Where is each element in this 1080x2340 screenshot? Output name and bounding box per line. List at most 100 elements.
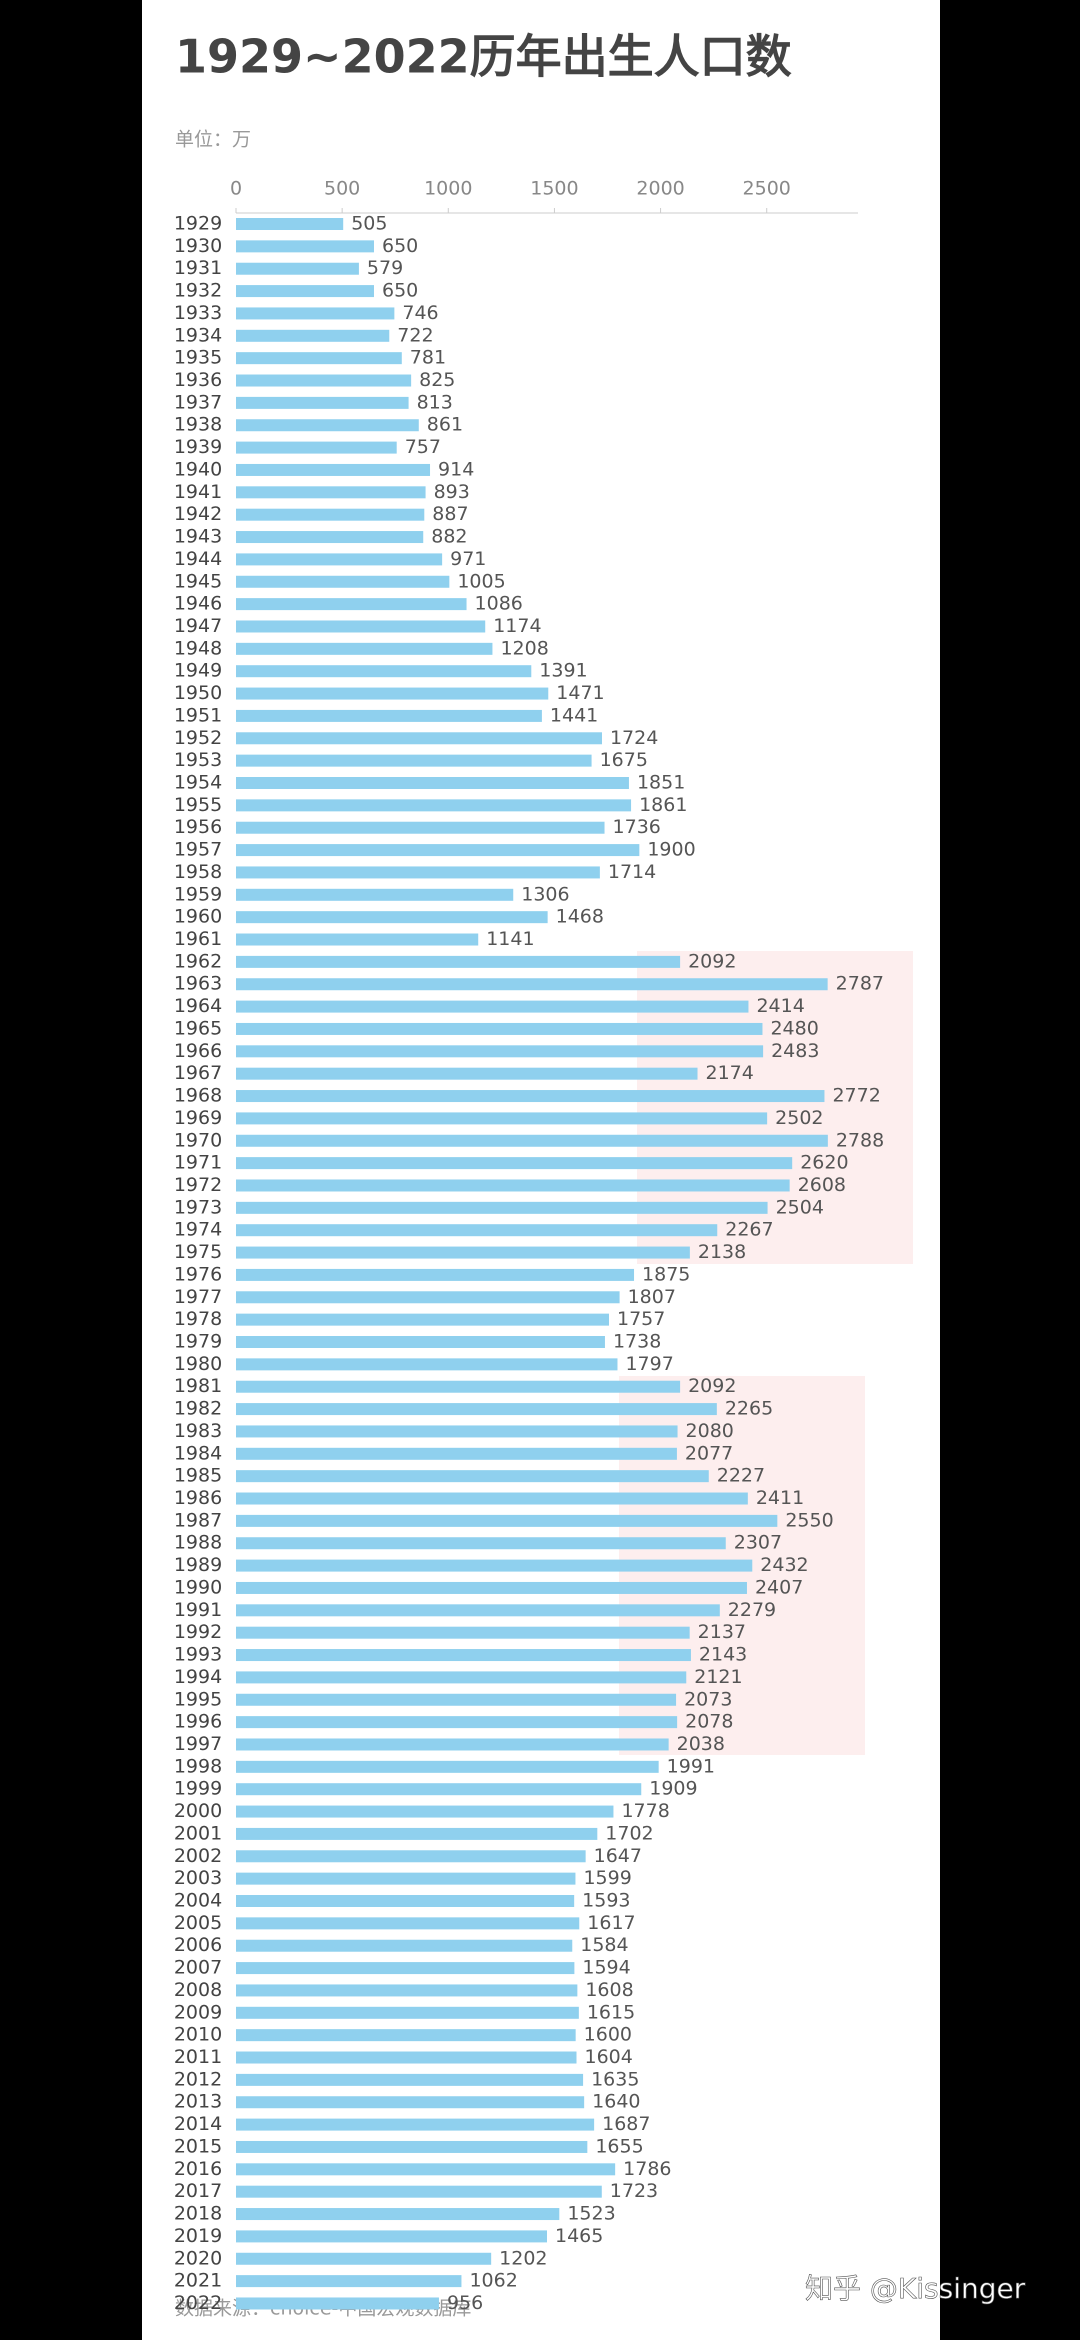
y-tick-label: 1930 bbox=[174, 235, 222, 257]
y-tick-label: 1994 bbox=[174, 1666, 222, 1688]
y-tick-label: 2008 bbox=[174, 1979, 222, 2001]
bar bbox=[236, 642, 493, 655]
y-tick-label: 1993 bbox=[174, 1644, 222, 1666]
value-label: 1086 bbox=[475, 593, 523, 615]
bar bbox=[236, 285, 374, 298]
bar bbox=[236, 2163, 616, 2176]
y-tick-label: 1942 bbox=[174, 503, 222, 525]
value-label: 893 bbox=[434, 481, 470, 503]
value-label: 971 bbox=[450, 548, 486, 570]
value-label: 1306 bbox=[521, 883, 569, 905]
y-tick-label: 1998 bbox=[174, 1755, 222, 1777]
y-tick-label: 1947 bbox=[174, 615, 222, 637]
value-label: 1640 bbox=[592, 2091, 640, 2113]
value-label: 1757 bbox=[617, 1308, 665, 1330]
bar bbox=[236, 1783, 642, 1796]
bar bbox=[236, 1246, 690, 1259]
value-label: 1441 bbox=[550, 704, 598, 726]
y-tick-label: 2003 bbox=[174, 1867, 222, 1889]
y-tick-label: 1955 bbox=[174, 794, 222, 816]
bar bbox=[236, 687, 549, 700]
y-tick-label: 1945 bbox=[174, 570, 222, 592]
value-label: 1675 bbox=[600, 749, 648, 771]
value-label: 781 bbox=[410, 347, 446, 369]
bar bbox=[236, 1984, 578, 1997]
value-label: 887 bbox=[432, 503, 468, 525]
value-label: 2279 bbox=[728, 1599, 776, 1621]
y-tick-label: 2000 bbox=[174, 1800, 222, 1822]
y-tick-label: 2013 bbox=[174, 2091, 222, 2113]
bar bbox=[236, 262, 359, 275]
bar bbox=[236, 1403, 717, 1416]
value-label: 2608 bbox=[798, 1174, 846, 1196]
bar bbox=[236, 531, 424, 544]
value-label: 2174 bbox=[706, 1062, 754, 1084]
value-label: 2432 bbox=[760, 1554, 808, 1576]
bar bbox=[236, 1872, 576, 1885]
bar bbox=[236, 2096, 585, 2109]
y-tick-label: 1986 bbox=[174, 1487, 222, 1509]
y-tick-label: 2004 bbox=[174, 1890, 222, 1912]
y-tick-label: 1948 bbox=[174, 637, 222, 659]
y-tick-label: 1995 bbox=[174, 1688, 222, 1710]
value-label: 757 bbox=[405, 436, 441, 458]
bar bbox=[236, 419, 419, 432]
value-label: 1608 bbox=[585, 1979, 633, 2001]
bar bbox=[236, 441, 397, 454]
y-tick-label: 1959 bbox=[174, 883, 222, 905]
value-label: 1594 bbox=[582, 1957, 630, 1979]
y-tick-label: 1932 bbox=[174, 280, 222, 302]
y-tick-label: 2017 bbox=[174, 2180, 222, 2202]
value-label: 1786 bbox=[623, 2158, 671, 2180]
value-label: 2267 bbox=[725, 1219, 773, 1241]
x-tick-label: 2500 bbox=[743, 178, 791, 200]
bar bbox=[236, 1760, 659, 1773]
value-label: 2227 bbox=[717, 1465, 765, 1487]
y-tick-label: 1980 bbox=[174, 1353, 222, 1375]
bar bbox=[236, 2185, 602, 2198]
bar bbox=[236, 307, 395, 320]
value-label: 2550 bbox=[785, 1509, 833, 1531]
y-tick-label: 1991 bbox=[174, 1599, 222, 1621]
y-tick-label: 1999 bbox=[174, 1778, 222, 1800]
y-tick-label: 1997 bbox=[174, 1733, 222, 1755]
bar bbox=[236, 1224, 718, 1237]
x-tick-label: 2000 bbox=[636, 178, 684, 200]
bar bbox=[236, 1470, 709, 1483]
bar bbox=[236, 553, 443, 566]
y-tick-label: 1958 bbox=[174, 861, 222, 883]
value-label: 2480 bbox=[770, 1017, 818, 1039]
bar bbox=[236, 463, 431, 476]
bar bbox=[236, 754, 592, 767]
y-tick-label: 2006 bbox=[174, 1934, 222, 1956]
bar bbox=[236, 1581, 747, 1594]
value-label: 1391 bbox=[539, 660, 587, 682]
y-tick-label: 1936 bbox=[174, 369, 222, 391]
y-tick-label: 1971 bbox=[174, 1152, 222, 1174]
bar bbox=[236, 2051, 577, 2064]
y-tick-label: 1987 bbox=[174, 1509, 222, 1531]
value-label: 1615 bbox=[587, 2001, 635, 2023]
value-label: 1584 bbox=[580, 1934, 628, 1956]
value-label: 746 bbox=[402, 302, 438, 324]
value-label: 1141 bbox=[486, 928, 534, 950]
value-label: 505 bbox=[351, 213, 387, 235]
bar bbox=[236, 486, 426, 499]
value-label: 1991 bbox=[667, 1755, 715, 1777]
bar bbox=[236, 2118, 595, 2131]
y-tick-label: 1949 bbox=[174, 660, 222, 682]
y-tick-label: 1937 bbox=[174, 391, 222, 413]
value-label: 1604 bbox=[585, 2046, 633, 2068]
y-tick-label: 1957 bbox=[174, 839, 222, 861]
value-label: 2080 bbox=[686, 1420, 734, 1442]
y-tick-label: 2016 bbox=[174, 2158, 222, 2180]
bar bbox=[236, 1179, 790, 1192]
y-tick-label: 2011 bbox=[174, 2046, 222, 2068]
y-tick-label: 1956 bbox=[174, 816, 222, 838]
bar bbox=[236, 1067, 698, 1080]
value-label: 1702 bbox=[605, 1822, 653, 1844]
value-label: 1471 bbox=[556, 682, 604, 704]
y-tick-label: 2022 bbox=[174, 2292, 222, 2314]
value-label: 1723 bbox=[610, 2180, 658, 2202]
y-tick-label: 1970 bbox=[174, 1129, 222, 1151]
